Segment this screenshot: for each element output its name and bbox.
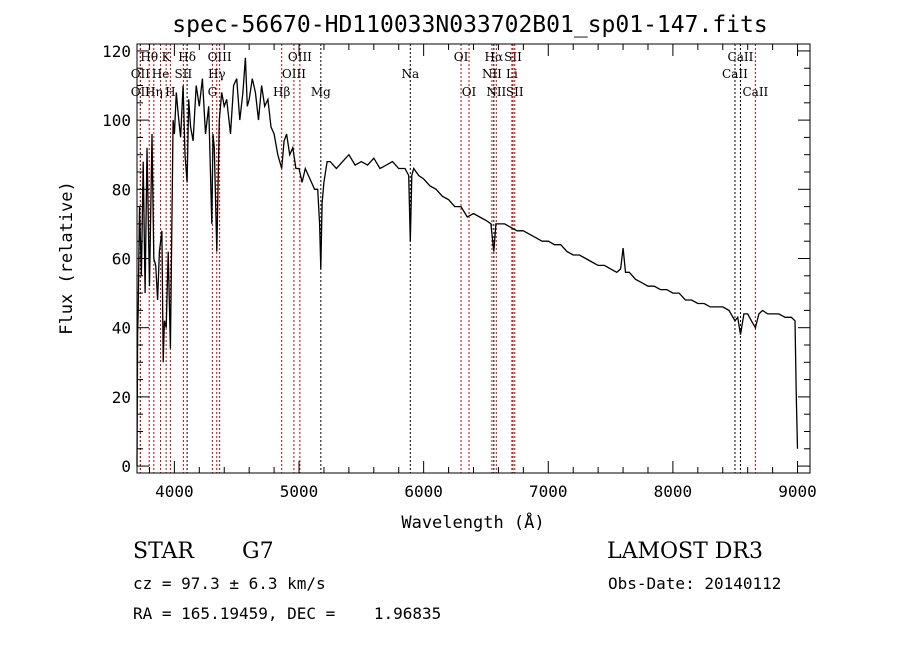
spectral-line-label: K xyxy=(162,50,172,64)
y-tick-label: 80 xyxy=(112,180,131,199)
x-tick-label: 6000 xyxy=(404,482,443,501)
y-tick-label: 40 xyxy=(112,319,131,338)
spectral-line-label: Hη xyxy=(145,85,163,99)
spectral-line-label: NII xyxy=(486,85,506,99)
spectral-line-label: OIII xyxy=(208,50,232,64)
spectral-line-label: SII xyxy=(504,50,522,64)
y-axis-label: Flux (relative) xyxy=(57,181,77,335)
spectral-line-label: G xyxy=(208,85,218,99)
spectral-line-label: Li xyxy=(506,67,518,81)
x-axis-label: Wavelength (Å) xyxy=(401,511,544,533)
spectral-line-label: Hβ xyxy=(273,85,290,99)
spectral-line-label: OI xyxy=(454,50,469,64)
spectral-line-label: CaII xyxy=(728,50,754,64)
y-tick-label: 0 xyxy=(121,457,131,476)
spectral-line-markers: OIIOIIHθHηHeKHSIIHδGHγOIIIHβOIIIOIIIMgNa… xyxy=(131,44,769,473)
redshift-text: cz = 97.3 ± 6.3 km/s xyxy=(133,574,326,593)
spectral-line-label: SII xyxy=(506,85,524,99)
x-tick-label: 5000 xyxy=(280,482,319,501)
spectral-line-label: CaII xyxy=(722,67,748,81)
y-tick-label: 100 xyxy=(102,111,131,130)
spectral-line-label: Mg xyxy=(311,85,331,99)
spectrum-line xyxy=(136,57,799,467)
obs-date: Obs-Date: 20140112 xyxy=(608,574,782,593)
coordinates: RA = 165.19459, DEC = 1.96835 xyxy=(133,604,442,623)
spectral-line-label: OI xyxy=(462,85,477,99)
x-tick-label: 8000 xyxy=(654,482,693,501)
x-tick-label: 9000 xyxy=(778,482,817,501)
axis-ticks: 4000 5000 6000 7000 8000 9000 0 20 40 60 80 100 120 xyxy=(102,42,817,501)
plot-frame xyxy=(136,43,811,474)
spectral-line-label: He xyxy=(152,67,170,81)
spectral-line-label: Hθ xyxy=(140,50,158,64)
spectral-line-label: Hγ xyxy=(208,67,226,81)
spectral-line-label: Na xyxy=(401,67,419,81)
object-class: STAR xyxy=(133,539,194,564)
y-tick-label: 60 xyxy=(112,250,131,269)
chart-title: spec-56670-HD110033N033702B01_sp01-147.f… xyxy=(172,12,767,38)
spectral-line-label: SII xyxy=(175,67,193,81)
x-tick-label: 4000 xyxy=(155,482,194,501)
spectral-line-label: OII xyxy=(131,85,151,99)
subclass: G7 xyxy=(242,539,274,564)
y-tick-label: 120 xyxy=(102,42,131,61)
spectral-line-label: Hδ xyxy=(178,50,196,64)
survey-name: LAMOST DR3 xyxy=(607,539,763,564)
spectral-line-label: NII xyxy=(482,67,502,81)
spectral-line-label: H xyxy=(165,85,175,99)
spectral-line-label: OIII xyxy=(282,67,306,81)
spectral-line-label: OIII xyxy=(288,50,312,64)
y-tick-label: 20 xyxy=(112,388,131,407)
spectral-line-label: CaII xyxy=(742,85,768,99)
x-tick-label: 7000 xyxy=(529,482,568,501)
spectral-line-label: Hα xyxy=(485,50,504,64)
